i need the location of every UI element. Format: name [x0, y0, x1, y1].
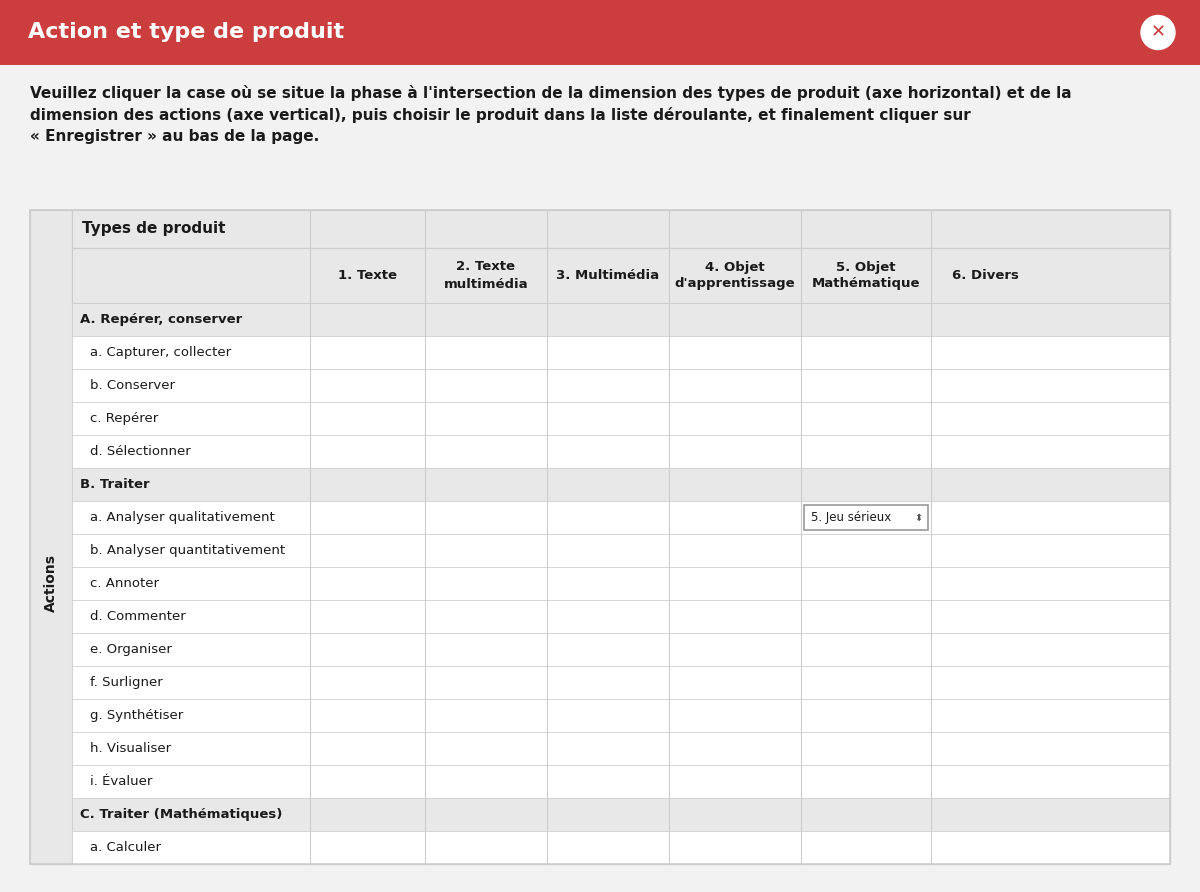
- Text: g. Synthétiser: g. Synthétiser: [90, 709, 184, 722]
- Bar: [72, 435, 1170, 468]
- Bar: [72, 567, 1170, 600]
- Text: Types de produit: Types de produit: [82, 221, 226, 236]
- Text: a. Calculer: a. Calculer: [90, 841, 161, 854]
- Text: 1. Texte: 1. Texte: [338, 269, 397, 282]
- Bar: [72, 633, 1170, 666]
- Text: Actions: Actions: [44, 555, 58, 613]
- Text: d. Commenter: d. Commenter: [90, 610, 186, 623]
- Text: a. Analyser qualitativement: a. Analyser qualitativement: [90, 511, 275, 524]
- Bar: [72, 798, 1170, 831]
- Bar: [72, 248, 1170, 303]
- Bar: [72, 666, 1170, 699]
- Bar: [72, 732, 1170, 765]
- Bar: [72, 468, 1170, 501]
- Bar: [804, 505, 928, 530]
- Bar: [72, 210, 1170, 248]
- Circle shape: [1141, 15, 1175, 49]
- Text: ✕: ✕: [1151, 23, 1165, 42]
- Text: ⬍: ⬍: [914, 513, 922, 523]
- Text: h. Visualiser: h. Visualiser: [90, 742, 172, 755]
- Text: 5. Objet
Mathématique: 5. Objet Mathématique: [811, 260, 920, 291]
- Text: c. Annoter: c. Annoter: [90, 577, 158, 590]
- Bar: [72, 699, 1170, 732]
- Bar: [72, 765, 1170, 798]
- Bar: [72, 600, 1170, 633]
- Text: B. Traiter: B. Traiter: [80, 478, 150, 491]
- Text: e. Organiser: e. Organiser: [90, 643, 172, 656]
- Bar: [72, 336, 1170, 369]
- Text: f. Surligner: f. Surligner: [90, 676, 163, 689]
- Bar: [30, 210, 72, 864]
- Text: i. Évaluer: i. Évaluer: [90, 775, 152, 788]
- Bar: [72, 501, 1170, 534]
- Bar: [30, 210, 1170, 864]
- Bar: [72, 831, 1170, 864]
- Text: 2. Texte
multimédia: 2. Texte multimédia: [444, 260, 528, 291]
- Text: dimension des actions (axe vertical), puis choisir le produit dans la liste déro: dimension des actions (axe vertical), pu…: [30, 107, 971, 123]
- Text: Veuillez cliquer la case où se situe la phase à l'intersection de la dimension d: Veuillez cliquer la case où se situe la …: [30, 85, 1072, 101]
- Text: C. Traiter (Mathématiques): C. Traiter (Mathématiques): [80, 808, 282, 821]
- Bar: [30, 210, 1170, 864]
- Text: a. Capturer, collecter: a. Capturer, collecter: [90, 346, 232, 359]
- Text: 5. Jeu sérieux: 5. Jeu sérieux: [811, 511, 892, 524]
- Text: b. Analyser quantitativement: b. Analyser quantitativement: [90, 544, 286, 557]
- Text: d. Sélectionner: d. Sélectionner: [90, 445, 191, 458]
- Text: A. Repérer, conserver: A. Repérer, conserver: [80, 313, 242, 326]
- Bar: [72, 369, 1170, 402]
- Text: 3. Multimédia: 3. Multimédia: [557, 269, 660, 282]
- Text: b. Conserver: b. Conserver: [90, 379, 175, 392]
- Text: 4. Objet
d'apprentissage: 4. Objet d'apprentissage: [674, 260, 796, 291]
- Bar: [72, 303, 1170, 336]
- Text: c. Repérer: c. Repérer: [90, 412, 158, 425]
- Text: « Enregistrer » au bas de la page.: « Enregistrer » au bas de la page.: [30, 129, 319, 144]
- Bar: [72, 402, 1170, 435]
- Text: Action et type de produit: Action et type de produit: [28, 22, 344, 43]
- Bar: [72, 534, 1170, 567]
- Bar: [0, 0, 1200, 65]
- Text: 6. Divers: 6. Divers: [952, 269, 1019, 282]
